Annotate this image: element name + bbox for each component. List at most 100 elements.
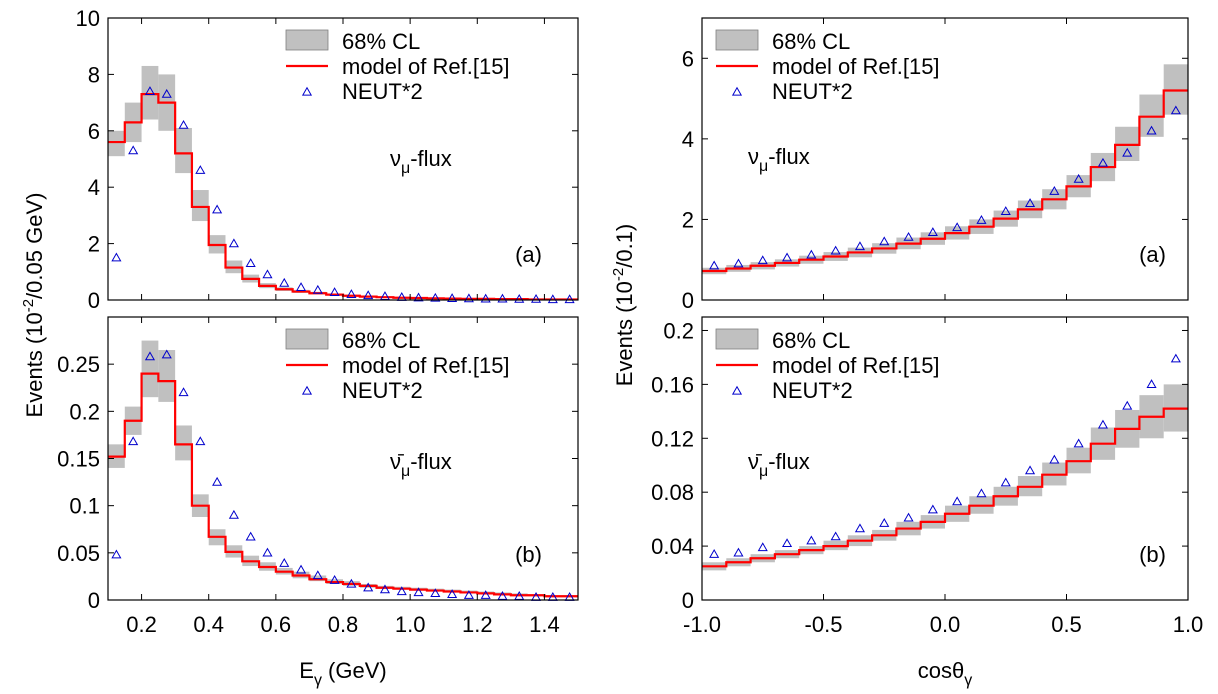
y-tick-label: 0	[682, 588, 694, 613]
legend-band-label: 68% CL	[342, 29, 420, 54]
y-tick-label: 0	[88, 588, 100, 613]
neut-point	[854, 241, 866, 251]
x-tick-label: 1.4	[529, 612, 560, 637]
legend-band-swatch	[715, 328, 759, 350]
neut-point	[1122, 400, 1133, 410]
y-tick-label: 0.16	[651, 372, 694, 397]
neut-point	[830, 245, 841, 255]
neut-point	[564, 294, 575, 304]
x-tick-label: 0.4	[193, 612, 224, 637]
neut-point	[709, 548, 720, 558]
legend-neut-swatch	[301, 86, 313, 96]
y-tick-label: 0.1	[69, 494, 100, 519]
neut-point	[312, 570, 323, 580]
model-step-line	[108, 93, 578, 301]
neut-point	[1049, 186, 1060, 195]
x-tick-label: 0.6	[261, 612, 292, 637]
neut-point	[1097, 157, 1109, 167]
neut-point	[976, 488, 987, 498]
neut-point	[497, 293, 508, 303]
neut-point	[480, 590, 491, 599]
band-box	[175, 127, 192, 174]
neut-point	[379, 584, 391, 594]
neut-point	[413, 587, 424, 597]
neut-point	[1122, 147, 1133, 157]
band-box	[141, 65, 159, 120]
x-tick-label: -0.5	[805, 612, 843, 637]
legend-band-label: 68% CL	[772, 29, 850, 54]
neut-point	[396, 586, 407, 596]
y-tick-label: 0.04	[651, 534, 694, 559]
legend-model-label: model of Ref.[15]	[342, 54, 510, 79]
neut-point	[262, 269, 273, 279]
panel-label: (a)	[515, 242, 542, 267]
neut-point	[447, 293, 458, 302]
legend-neut-label: NEUT*2	[342, 378, 423, 403]
neut-point	[879, 517, 890, 527]
neut-point	[279, 558, 290, 567]
panel-label: (a)	[1139, 242, 1166, 267]
panel-label: (b)	[515, 542, 542, 567]
band-box	[158, 350, 176, 402]
neut-point	[1170, 353, 1181, 363]
y-tick-label: 4	[682, 127, 694, 152]
neut-point	[1073, 438, 1084, 448]
y-tick-label: 0.05	[57, 541, 100, 566]
flux-label: νμ-flux	[390, 146, 452, 177]
left-x-axis-title: Eγ (GeV)	[299, 658, 386, 689]
neut-point	[447, 589, 458, 598]
band-box	[141, 340, 159, 398]
y-tick-label: 6	[88, 119, 100, 144]
neut-point	[178, 119, 189, 129]
left-y-axis-title: Events (10-2/0.05 GeV)	[20, 193, 47, 418]
neut-point	[245, 531, 256, 541]
neut-point	[363, 582, 374, 592]
neut-point	[279, 277, 290, 287]
neut-point	[497, 591, 508, 600]
y-tick-label: 0.12	[651, 426, 694, 451]
legend-model-label: model of Ref.[15]	[772, 54, 940, 79]
neut-points	[111, 349, 575, 601]
legend-band-label: 68% CL	[772, 328, 850, 353]
neut-point	[379, 291, 391, 300]
flux-label: νμ-flux	[748, 144, 810, 175]
neut-point	[952, 496, 963, 506]
band-group	[702, 384, 1188, 571]
legend-model-label: model of Ref.[15]	[772, 353, 940, 378]
neut-point	[195, 165, 206, 174]
neut-point	[806, 249, 817, 259]
chart-panel-b-angle: 0 0.04 0.08 0.12 0.16 0.2 -1.0 -0.5 0.0 0.5 1.0 68%…	[651, 316, 1203, 637]
neut-point	[1024, 465, 1036, 475]
neut-point	[363, 290, 374, 300]
neut-point	[530, 591, 542, 601]
y-tick-label: 2	[88, 232, 100, 257]
neut-point	[161, 349, 172, 359]
neut-point	[295, 564, 307, 574]
neut-point	[1024, 198, 1036, 207]
band-box	[175, 425, 192, 461]
neut-point	[1146, 125, 1157, 135]
neut-point	[1170, 105, 1181, 115]
neut-point	[879, 236, 890, 246]
neut-point	[262, 547, 273, 557]
legend-neut-label: NEUT*2	[342, 79, 423, 104]
panel-label: (b)	[1139, 542, 1166, 567]
neut-point	[463, 293, 474, 303]
y-tick-label: 0	[88, 288, 100, 313]
y-tick-label: 0.15	[57, 447, 100, 472]
y-tick-label: 6	[682, 46, 694, 71]
neut-point	[430, 588, 441, 598]
neut-point	[413, 292, 424, 302]
y-tick-label: 0.08	[651, 480, 694, 505]
neut-point	[1146, 379, 1157, 389]
neut-point	[144, 86, 156, 95]
neut-point	[514, 293, 525, 303]
legend-neut-label: NEUT*2	[772, 79, 853, 104]
x-tick-label: 0.2	[126, 612, 157, 637]
neut-point	[346, 289, 357, 299]
